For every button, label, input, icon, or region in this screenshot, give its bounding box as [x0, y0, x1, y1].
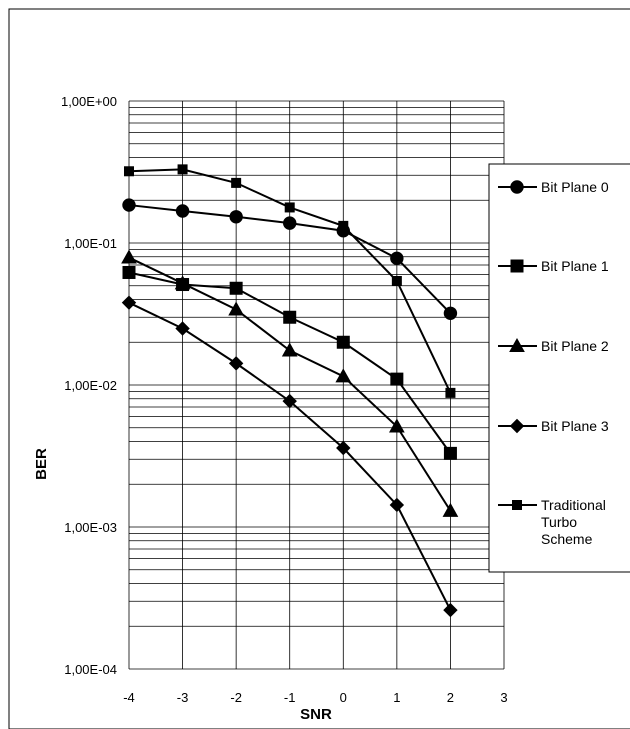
series-3-point — [282, 393, 297, 409]
plot-area — [121, 100, 505, 670]
legend-marker — [512, 500, 522, 510]
series-1-point — [283, 310, 297, 324]
series-2-point — [281, 342, 298, 357]
series-4-point — [124, 166, 134, 177]
x-tick-label: -2 — [230, 690, 242, 705]
x-tick-label: 0 — [340, 690, 347, 705]
series-2-point — [228, 301, 244, 316]
series-1-point — [390, 372, 404, 386]
series-1-point — [336, 335, 350, 349]
x-tick-label: -1 — [284, 690, 296, 705]
series-markers — [121, 164, 459, 618]
y-tick-labels: 1,00E+00 1,00E-01 1,00E-02 1,00E-03 1,00E-04 — [61, 94, 117, 677]
series-2-point — [174, 275, 191, 290]
legend-label: Traditional Turbo Scheme — [541, 497, 606, 547]
x-tick-label: -4 — [123, 690, 135, 705]
series-4-point — [177, 164, 188, 175]
series-2-point — [335, 368, 352, 383]
series-1-point — [122, 265, 136, 279]
series-2-point — [442, 502, 459, 517]
y-tick-label: 1,00E-03 — [64, 520, 117, 535]
y-tick-label: 1,00E-01 — [64, 236, 117, 251]
series-3-point — [443, 602, 458, 618]
x-tick-label: 3 — [500, 690, 507, 705]
series-3-point — [175, 321, 190, 336]
series-1-point — [443, 446, 457, 460]
series-0-point — [229, 210, 243, 224]
y-tick-label: 1,00E-04 — [64, 662, 117, 677]
series-3-point — [336, 440, 351, 456]
x-tick-label: 1 — [393, 690, 400, 705]
x-tick-labels: -4 -3 -2 -1 0 1 2 3 — [123, 690, 507, 705]
legend-label: Bit Plane 0 — [541, 179, 609, 195]
series-2-point — [121, 249, 137, 264]
series-0-point — [175, 204, 190, 218]
series-3-point — [389, 497, 405, 513]
legend-marker — [510, 259, 524, 273]
legend-marker — [509, 337, 525, 352]
legend-label: Bit Plane 3 — [541, 418, 609, 434]
series-4-point — [391, 276, 402, 287]
series-0-point — [390, 251, 404, 266]
series-1-point — [229, 281, 243, 295]
x-axis-title: SNR — [300, 706, 332, 723]
y-axis-title: BER — [33, 448, 50, 480]
series-4-point — [445, 387, 456, 398]
series-2-point — [389, 418, 405, 433]
legend-label: Bit Plane 2 — [541, 338, 609, 354]
series-4-point — [231, 177, 242, 188]
series-4-point — [338, 220, 349, 231]
legend-marker — [510, 180, 524, 194]
y-tick-label: 1,00E-02 — [64, 378, 117, 393]
series-0-point — [283, 216, 297, 230]
legend: Bit Plane 0 Bit Plane 1 Bit Plane 2 Bit Pla… — [488, 163, 630, 573]
series-0-point — [122, 198, 136, 212]
grid-lines — [128, 100, 505, 670]
x-tick-label: -3 — [177, 690, 189, 705]
legend-marker — [509, 418, 525, 434]
series-4-point — [284, 202, 295, 213]
series-3-point — [121, 295, 137, 310]
series-3-point — [228, 356, 244, 371]
series-0-point — [443, 306, 458, 320]
y-tick-label: 1,00E+00 — [61, 94, 117, 109]
legend-label: Bit Plane 1 — [541, 258, 609, 274]
x-tick-label: 2 — [447, 690, 454, 705]
